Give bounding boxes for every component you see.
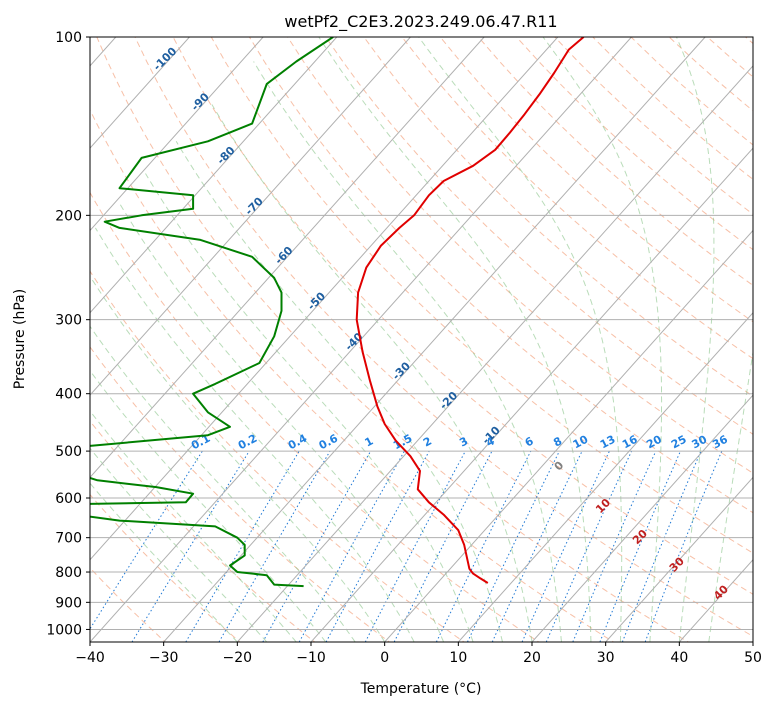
y-tick-label: 900: [55, 595, 82, 611]
dry-adiabat: [440, 37, 775, 644]
moist-adiabat-label: 10: [593, 496, 613, 516]
mixing-ratio-label: 36: [710, 433, 730, 452]
isotherm: [237, 37, 775, 642]
mixing-ratio-line: [622, 451, 701, 642]
y-tick-label: 700: [55, 531, 82, 547]
x-tick-label: 10: [449, 650, 467, 666]
dry-adiabat: [478, 37, 775, 644]
mixing-ratio-line: [326, 451, 429, 642]
dry-adiabat: [402, 37, 775, 644]
mixing-ratio-line: [573, 451, 656, 642]
sounding-series: [53, 37, 583, 586]
mixing-ratio-label: 8: [551, 434, 564, 449]
mixing-ratio-line: [546, 451, 631, 642]
isotherm: [311, 37, 775, 642]
dry-adiabat: [555, 37, 775, 644]
mixing-ratio-label: 1: [363, 434, 376, 449]
mixing-ratio-label: 6: [523, 434, 536, 449]
dry-adiabat: [0, 37, 318, 644]
dry-adiabat-label: -20: [437, 389, 460, 412]
mixing-ratio-line: [186, 451, 299, 642]
y-tick-label: 600: [55, 491, 82, 507]
dry-adiabat: [249, 37, 775, 644]
isotherm: [458, 37, 775, 642]
dry-adiabat: [135, 37, 767, 644]
moist-adiabat: [709, 37, 775, 642]
mixing-ratio-line: [492, 451, 582, 642]
mixing-ratio-label: 30: [690, 433, 710, 452]
x-tick-label: −40: [75, 650, 105, 666]
dry-adiabat: [364, 37, 775, 644]
isotherm: [385, 37, 775, 642]
mixing-ratio-label: 10: [571, 433, 591, 452]
moist-adiabat-label: 40: [711, 582, 731, 602]
y-tick-label: 200: [55, 208, 82, 224]
dry-adiabat: [59, 37, 618, 644]
y-tick-label: 1000: [46, 622, 82, 638]
dry-adiabat: [707, 37, 775, 644]
dry-adiabat-label: -90: [189, 90, 212, 113]
moist-adiabat: [254, 62, 562, 643]
x-tick-label: −30: [149, 650, 179, 666]
x-axis-label: Temperature (°C): [360, 681, 482, 697]
y-tick-label: 300: [55, 313, 82, 329]
mixing-ratio-label: 2: [421, 434, 434, 449]
mixing-ratio-label: 0.2: [236, 432, 259, 453]
x-tick-label: −10: [296, 650, 326, 666]
y-tick-label: 800: [55, 565, 82, 581]
dry-adiabat-label: -60: [272, 244, 295, 267]
y-axis-label: Pressure (hPa): [12, 289, 28, 389]
mixing-ratio-line: [132, 451, 249, 642]
y-tick-label: 500: [55, 444, 82, 460]
x-tick-label: 40: [670, 650, 688, 666]
dry-adiabat: [746, 37, 775, 644]
dry-adiabat: [211, 37, 775, 644]
isotherm: [16, 37, 557, 642]
dry-adiabat: [0, 37, 243, 644]
mixing-ratio-label: 0.4: [286, 432, 310, 453]
mixing-ratio-label: 13: [598, 433, 618, 452]
isotherm: [753, 37, 775, 642]
moist-adiabat: [56, 273, 356, 642]
x-tick-label: 20: [523, 650, 541, 666]
y-tick-label: 400: [55, 387, 82, 403]
dry-adiabat-label: -30: [390, 359, 413, 382]
mixing-ratio-label: 25: [669, 433, 689, 452]
x-tick-label: −20: [223, 650, 253, 666]
mixing-ratio-label: 16: [620, 433, 640, 452]
moist-adiabat: [212, 105, 532, 643]
mixing-ratio-line: [394, 451, 492, 642]
y-tick-label: 100: [55, 30, 82, 46]
dry-adiabat: [517, 37, 775, 644]
isotherm: [0, 37, 189, 642]
moist-adiabat: [419, 37, 622, 642]
x-tick-label: 50: [744, 650, 762, 666]
isotherm: [679, 37, 775, 642]
mixing-ratio-line: [522, 451, 609, 642]
plot-frame: [90, 37, 753, 642]
mixing-ratio-line: [365, 451, 465, 642]
isotherm: [532, 37, 775, 642]
mixing-ratio-line: [600, 451, 681, 642]
mixing-ratio-line: [263, 451, 371, 642]
dry-adiabat-label: -80: [214, 144, 237, 167]
dry-adiabat-label: -100: [151, 44, 180, 73]
background-lines: [0, 37, 775, 644]
isotherm: [0, 37, 337, 642]
x-tick-label: 30: [597, 650, 615, 666]
grid-lines: [0, 37, 775, 642]
x-tick-label: 0: [380, 650, 389, 666]
dry-adiabat-label: -70: [243, 194, 266, 217]
mixing-ratio-label: 3: [457, 434, 470, 449]
dry-adiabat: [0, 37, 468, 644]
dry-adiabat-label: -50: [305, 289, 328, 312]
chart-title: wetPf2_C2E3.2023.249.06.47.R11: [284, 12, 557, 32]
isotherm: [0, 37, 263, 642]
dry-adiabat: [0, 37, 393, 644]
moist-adiabat-label: 0: [552, 458, 567, 473]
